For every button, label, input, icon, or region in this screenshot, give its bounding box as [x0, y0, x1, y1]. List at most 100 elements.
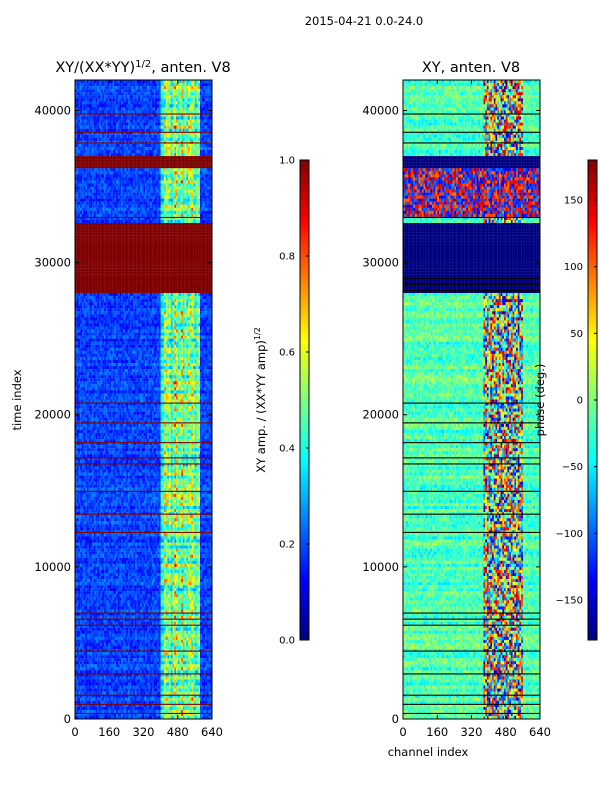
heatmap-cell: [107, 95, 110, 99]
heatmap-cell: [133, 95, 136, 99]
heatmap-cell: [114, 86, 117, 90]
heatmap-cell: [189, 192, 192, 196]
heatmap-cell: [86, 250, 89, 254]
heatmap-cell: [164, 89, 166, 93]
heatmap-cell: [188, 116, 190, 120]
heatmap-cell: [105, 223, 108, 227]
heatmap-cell: [145, 146, 148, 151]
heatmap-cell: [167, 238, 170, 242]
heatmap-cell: [143, 238, 146, 242]
heatmap-cell: [155, 238, 158, 242]
heatmap-cell: [203, 250, 206, 254]
heatmap-cell: [153, 180, 156, 184]
heatmap-cell: [205, 256, 208, 260]
heatmap-cell: [86, 265, 89, 269]
heatmap-cell: [184, 244, 187, 248]
heatmap-cell: [146, 104, 149, 108]
heatmap-cell: [169, 80, 172, 84]
heatmap-cell: [122, 134, 125, 138]
heatmap-cell: [121, 198, 124, 202]
heatmap-cell: [114, 119, 117, 123]
heatmap-cell: [164, 116, 166, 120]
heatmap-cell: [155, 247, 158, 251]
heatmap-cell: [146, 122, 149, 126]
heatmap-cell: [98, 265, 101, 269]
heatmap-cell: [138, 86, 141, 90]
heatmap-cell: [93, 101, 96, 105]
heatmap-cell: [102, 204, 105, 208]
heatmap-cell: [155, 207, 158, 211]
heatmap-cell: [158, 207, 161, 211]
heatmap-cell: [138, 83, 141, 87]
heatmap-cell: [165, 265, 168, 269]
heatmap-cell: [75, 250, 77, 254]
heatmap-cell: [198, 265, 201, 269]
heatmap-cell: [188, 229, 190, 233]
heatmap-cell: [93, 268, 96, 272]
heatmap-cell: [164, 113, 166, 117]
heatmap-cell: [129, 244, 132, 248]
heatmap-cell: [205, 180, 208, 184]
heatmap-cell: [93, 98, 96, 102]
heatmap-cell: [157, 101, 160, 105]
heatmap-cell: [124, 189, 127, 193]
heatmap-cell: [92, 159, 94, 163]
heatmap-cell: [208, 192, 211, 196]
heatmap-cell: [124, 110, 127, 114]
heatmap-cell: [169, 265, 172, 269]
heatmap-cell: [179, 177, 182, 181]
heatmap-cell: [92, 265, 94, 269]
heatmap-cell: [78, 201, 81, 205]
heatmap-cell: [165, 238, 168, 242]
heatmap-cell: [126, 244, 129, 248]
heatmap-cell: [98, 107, 101, 111]
heatmap-cell: [164, 223, 166, 227]
heatmap-cell: [152, 186, 154, 190]
heatmap-cell: [93, 219, 96, 224]
heatmap-cell: [196, 223, 199, 227]
heatmap-cell: [97, 143, 100, 148]
heatmap-cell: [124, 116, 127, 120]
heatmap-cell: [158, 195, 161, 199]
heatmap-cell: [112, 162, 115, 166]
heatmap-cell: [136, 165, 139, 169]
heatmap-cell: [75, 159, 77, 163]
heatmap-cell: [162, 125, 165, 129]
heatmap-cell: [148, 149, 151, 154]
heatmap-cell: [152, 107, 154, 111]
heatmap-cell: [75, 95, 77, 99]
heatmap-cell: [85, 238, 88, 242]
heatmap-cell: [141, 232, 144, 236]
heatmap-cell: [119, 213, 122, 218]
heatmap-cell: [141, 86, 144, 90]
heatmap-cell: [81, 89, 84, 93]
heatmap-cell: [155, 192, 158, 196]
heatmap-cell: [177, 183, 180, 187]
heatmap-cell: [109, 156, 112, 160]
heatmap-cell: [112, 189, 115, 193]
heatmap-cell: [133, 156, 136, 160]
heatmap-cell: [170, 131, 173, 135]
heatmap-cell: [100, 174, 103, 178]
heatmap-cell: [167, 146, 170, 151]
heatmap-cell: [81, 265, 84, 269]
heatmap-cell: [80, 95, 82, 99]
heatmap-cell: [131, 201, 134, 205]
heatmap-cell: [140, 189, 142, 193]
heatmap-cell: [88, 80, 91, 84]
heatmap-cell: [126, 83, 129, 87]
heatmap-cell: [191, 110, 194, 114]
heatmap-cell: [145, 189, 148, 193]
heatmap-cell: [129, 259, 132, 263]
heatmap-cell: [150, 235, 153, 239]
heatmap-cell: [100, 216, 103, 221]
heatmap-cell: [88, 104, 91, 108]
heatmap-cell: [184, 153, 187, 157]
heatmap-cell: [90, 80, 93, 84]
heatmap-cell: [177, 265, 180, 269]
heatmap-cell: [98, 235, 101, 239]
heatmap-cell: [131, 80, 134, 84]
heatmap-cell: [179, 238, 182, 242]
heatmap-cell: [141, 137, 144, 141]
heatmap-cell: [150, 162, 153, 166]
